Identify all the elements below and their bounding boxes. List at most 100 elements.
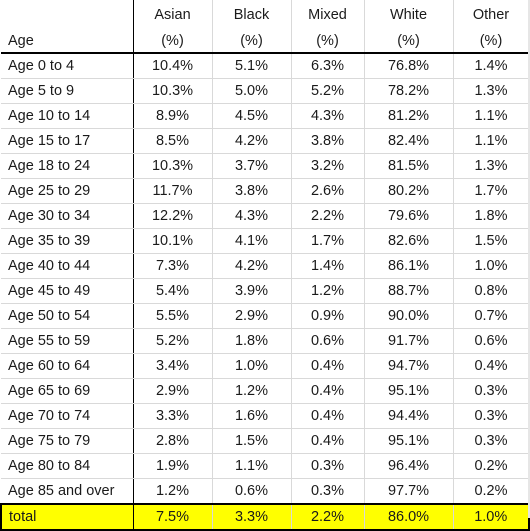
row-label-cell[interactable]: Age 15 to 17	[1, 128, 134, 154]
row-label-cell[interactable]: Age 5 to 9	[1, 78, 134, 104]
cell-white[interactable]: 94.4%	[364, 403, 454, 429]
cell-other[interactable]: 1.7%	[453, 178, 530, 204]
cell-white[interactable]: 76.8%	[364, 53, 454, 79]
cell-mixed[interactable]: 6.3%	[291, 53, 365, 79]
cell-other[interactable]: 0.8%	[453, 278, 530, 304]
cell-white[interactable]: 91.7%	[364, 328, 454, 354]
cell-asian[interactable]: 2.9%	[133, 378, 213, 404]
cell-black[interactable]: 1.0%	[212, 353, 292, 379]
cell-black[interactable]: 5.0%	[212, 78, 292, 104]
cell-black[interactable]: 4.2%	[212, 253, 292, 279]
cell-mixed[interactable]: 3.8%	[291, 128, 365, 154]
total-cell-black[interactable]: 3.3%	[212, 503, 292, 531]
cell-white[interactable]: 82.4%	[364, 128, 454, 154]
cell-black[interactable]: 1.8%	[212, 328, 292, 354]
cell-other[interactable]: 0.3%	[453, 378, 530, 404]
row-label-cell[interactable]: Age 55 to 59	[1, 328, 134, 354]
cell-asian[interactable]: 10.3%	[133, 153, 213, 179]
cell-black[interactable]: 3.7%	[212, 153, 292, 179]
cell-white[interactable]: 96.4%	[364, 453, 454, 479]
header-unit-asian[interactable]: (%)	[133, 30, 213, 54]
cell-asian[interactable]: 5.5%	[133, 303, 213, 329]
total-label-cell[interactable]: total	[0, 503, 134, 531]
cell-mixed[interactable]: 2.2%	[291, 203, 365, 229]
row-label-cell[interactable]: Age 35 to 39	[1, 228, 134, 254]
cell-asian[interactable]: 8.9%	[133, 103, 213, 129]
row-label-cell[interactable]: Age 30 to 34	[1, 203, 134, 229]
row-label-cell[interactable]: Age 10 to 14	[1, 103, 134, 129]
cell-asian[interactable]: 3.4%	[133, 353, 213, 379]
header-cell-black[interactable]: Black	[212, 0, 292, 30]
header-unit-black[interactable]: (%)	[212, 30, 292, 54]
cell-other[interactable]: 1.8%	[453, 203, 530, 229]
header-cell-white[interactable]: White	[364, 0, 454, 30]
cell-other[interactable]: 0.4%	[453, 353, 530, 379]
cell-mixed[interactable]: 4.3%	[291, 103, 365, 129]
cell-black[interactable]: 3.9%	[212, 278, 292, 304]
cell-mixed[interactable]: 5.2%	[291, 78, 365, 104]
header-cell-blank[interactable]	[1, 0, 134, 30]
header-unit-other[interactable]: (%)	[453, 30, 530, 54]
cell-other[interactable]: 0.3%	[453, 403, 530, 429]
cell-asian[interactable]: 12.2%	[133, 203, 213, 229]
cell-mixed[interactable]: 1.2%	[291, 278, 365, 304]
cell-mixed[interactable]: 0.4%	[291, 353, 365, 379]
cell-white[interactable]: 78.2%	[364, 78, 454, 104]
cell-black[interactable]: 5.1%	[212, 53, 292, 79]
row-label-cell[interactable]: Age 75 to 79	[1, 428, 134, 454]
row-label-cell[interactable]: Age 70 to 74	[1, 403, 134, 429]
cell-black[interactable]: 4.5%	[212, 103, 292, 129]
cell-mixed[interactable]: 0.4%	[291, 403, 365, 429]
cell-other[interactable]: 1.3%	[453, 78, 530, 104]
row-label-cell[interactable]: Age 25 to 29	[1, 178, 134, 204]
cell-white[interactable]: 82.6%	[364, 228, 454, 254]
cell-other[interactable]: 0.2%	[453, 453, 530, 479]
cell-other[interactable]: 1.5%	[453, 228, 530, 254]
cell-white[interactable]: 81.2%	[364, 103, 454, 129]
cell-black[interactable]: 1.6%	[212, 403, 292, 429]
cell-white[interactable]: 94.7%	[364, 353, 454, 379]
cell-mixed[interactable]: 2.6%	[291, 178, 365, 204]
cell-white[interactable]: 86.1%	[364, 253, 454, 279]
total-cell-mixed[interactable]: 2.2%	[291, 503, 365, 531]
cell-asian[interactable]: 1.9%	[133, 453, 213, 479]
cell-black[interactable]: 3.8%	[212, 178, 292, 204]
cell-white[interactable]: 95.1%	[364, 428, 454, 454]
header-cell-other[interactable]: Other	[453, 0, 530, 30]
row-label-cell[interactable]: Age 85 and over	[1, 478, 134, 505]
cell-white[interactable]: 88.7%	[364, 278, 454, 304]
cell-other[interactable]: 0.6%	[453, 328, 530, 354]
cell-white[interactable]: 80.2%	[364, 178, 454, 204]
total-cell-white[interactable]: 86.0%	[364, 503, 454, 531]
header-cell-age[interactable]: Age	[1, 30, 134, 54]
total-cell-other[interactable]: 1.0%	[453, 503, 530, 531]
cell-white[interactable]: 97.7%	[364, 478, 454, 505]
header-unit-mixed[interactable]: (%)	[291, 30, 365, 54]
cell-white[interactable]: 79.6%	[364, 203, 454, 229]
row-label-cell[interactable]: Age 18 to 24	[1, 153, 134, 179]
cell-asian[interactable]: 5.4%	[133, 278, 213, 304]
cell-asian[interactable]: 1.2%	[133, 478, 213, 505]
cell-other[interactable]: 1.4%	[453, 53, 530, 79]
cell-other[interactable]: 1.0%	[453, 253, 530, 279]
header-cell-asian[interactable]: Asian	[133, 0, 213, 30]
header-cell-mixed[interactable]: Mixed	[291, 0, 365, 30]
cell-asian[interactable]: 5.2%	[133, 328, 213, 354]
cell-other[interactable]: 1.1%	[453, 103, 530, 129]
cell-other[interactable]: 0.7%	[453, 303, 530, 329]
cell-mixed[interactable]: 0.9%	[291, 303, 365, 329]
cell-asian[interactable]: 11.7%	[133, 178, 213, 204]
cell-asian[interactable]: 2.8%	[133, 428, 213, 454]
total-cell-asian[interactable]: 7.5%	[133, 503, 213, 531]
row-label-cell[interactable]: Age 45 to 49	[1, 278, 134, 304]
cell-asian[interactable]: 10.3%	[133, 78, 213, 104]
cell-mixed[interactable]: 0.6%	[291, 328, 365, 354]
row-label-cell[interactable]: Age 50 to 54	[1, 303, 134, 329]
cell-white[interactable]: 81.5%	[364, 153, 454, 179]
row-label-cell[interactable]: Age 65 to 69	[1, 378, 134, 404]
cell-black[interactable]: 4.1%	[212, 228, 292, 254]
header-unit-white[interactable]: (%)	[364, 30, 454, 54]
row-label-cell[interactable]: Age 0 to 4	[1, 53, 134, 79]
cell-black[interactable]: 2.9%	[212, 303, 292, 329]
cell-mixed[interactable]: 3.2%	[291, 153, 365, 179]
